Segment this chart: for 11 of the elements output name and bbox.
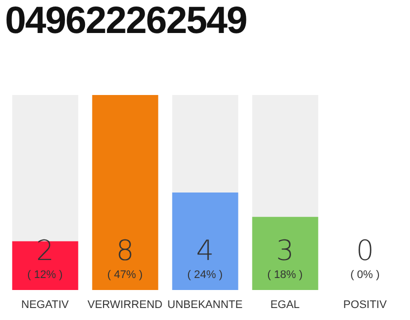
x-tick-label: UNBEKANNTE	[167, 299, 243, 311]
data-label: 0 ( 0% )	[350, 234, 380, 281]
x-tick-label: POSITIV	[343, 299, 388, 311]
x-tick-label: EGAL	[270, 299, 300, 311]
data-label: 2 ( 12% )	[27, 234, 63, 281]
data-label: 3 ( 18% )	[267, 234, 303, 281]
x-tick-label: VERWIRREND	[88, 299, 163, 311]
data-label: 8 ( 47% )	[107, 234, 143, 281]
data-label: 4 ( 24% )	[187, 234, 223, 281]
chart-title: 049622262549	[5, 0, 247, 43]
x-tick-label: NEGATIV	[21, 299, 70, 311]
